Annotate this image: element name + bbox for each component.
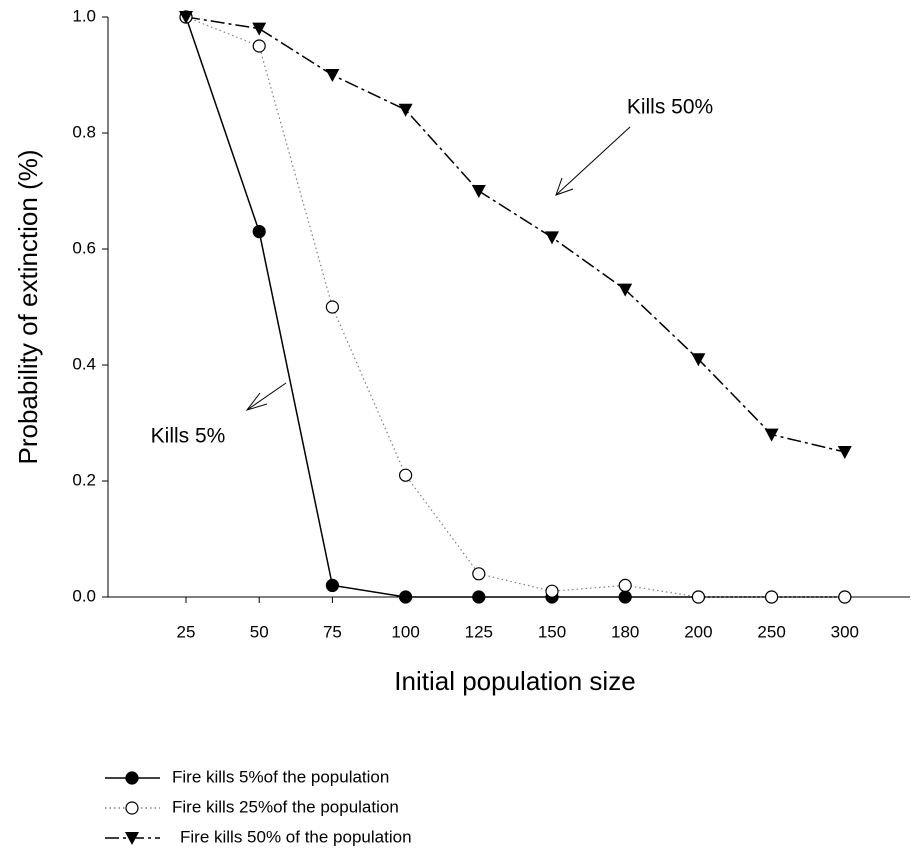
marker: [471, 185, 486, 198]
marker: [691, 353, 706, 367]
x-tick-label: 250: [757, 622, 785, 641]
annotation-arrows: [245, 126, 631, 411]
marker: [545, 584, 559, 598]
marker: [398, 103, 413, 117]
marker: [325, 578, 339, 593]
x-tick-label: 75: [323, 622, 342, 641]
marker: [472, 567, 486, 581]
annotation: Kills 50%: [627, 96, 713, 119]
marker: [252, 225, 266, 239]
x-tick-label: 25: [177, 622, 196, 641]
marker: [838, 590, 852, 604]
y-axis-title: Probability of extinction (%): [13, 149, 43, 464]
marker: [618, 590, 632, 604]
marker: [325, 69, 340, 82]
marker: [399, 468, 413, 482]
x-tick-label: 300: [831, 622, 859, 641]
series-line: [185, 16, 845, 598]
marker: [179, 11, 193, 24]
arrow-head: [555, 177, 574, 196]
y-tick-label: 0.6: [72, 238, 96, 257]
legend-marker: [125, 771, 139, 785]
legend-label: Fire kills 5%of the population: [172, 767, 389, 786]
arrow: [246, 382, 287, 411]
series-line: [185, 16, 845, 453]
x-tick-label: 125: [465, 622, 493, 641]
x-tick-label: 100: [391, 622, 419, 641]
legend-marker: [125, 832, 139, 845]
marker: [618, 283, 633, 297]
marker: [252, 22, 267, 36]
series-line: [185, 16, 845, 598]
x-tick-label: 150: [538, 622, 566, 641]
x-axis-title: Initial population size: [394, 666, 635, 696]
x-tick-label: 50: [250, 622, 269, 641]
marker: [764, 428, 779, 442]
marker: [764, 590, 779, 604]
marker: [691, 590, 706, 604]
annotation: Kills 5%: [151, 425, 226, 448]
marker: [545, 231, 559, 245]
marker: [399, 590, 413, 604]
marker: [325, 300, 339, 314]
y-tick-label: 0.0: [72, 586, 96, 605]
marker: [472, 590, 486, 604]
legend-marker: [125, 801, 139, 815]
x-tick-label: 200: [684, 622, 712, 641]
y-tick-label: 1.0: [72, 6, 96, 25]
arrow: [555, 126, 631, 196]
arrow-head: [245, 392, 268, 411]
y-tick-label: 0.4: [72, 354, 96, 373]
marker: [618, 578, 632, 593]
marker: [252, 39, 266, 53]
marker: [837, 446, 852, 459]
y-tick-label: 0.2: [72, 470, 96, 489]
y-tick-label: 0.8: [72, 122, 96, 141]
x-tick-label: 180: [611, 622, 639, 641]
legend-label: Fire kills 25%of the population: [172, 797, 399, 816]
legend-label: Fire kills 50% of the population: [180, 827, 412, 846]
